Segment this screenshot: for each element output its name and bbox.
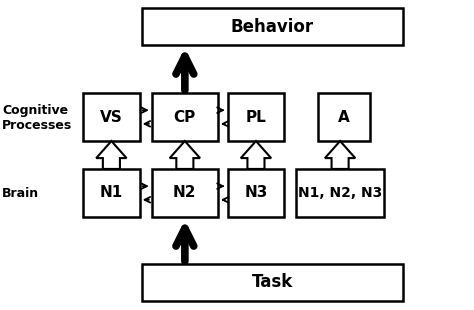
- Text: Brain: Brain: [2, 187, 39, 200]
- Bar: [318, 93, 370, 141]
- Bar: [142, 8, 403, 45]
- Bar: [142, 264, 403, 301]
- Bar: [228, 169, 284, 217]
- Text: N3: N3: [244, 185, 268, 201]
- Bar: [152, 93, 218, 141]
- Text: A: A: [338, 109, 349, 125]
- Bar: [152, 169, 218, 217]
- Bar: [228, 93, 284, 141]
- Bar: [83, 93, 140, 141]
- Polygon shape: [325, 141, 356, 169]
- Bar: [83, 169, 140, 217]
- Text: PL: PL: [246, 109, 266, 125]
- Text: N1, N2, N3: N1, N2, N3: [298, 186, 382, 200]
- Text: N2: N2: [173, 185, 197, 201]
- Polygon shape: [96, 141, 127, 169]
- Text: Task: Task: [252, 273, 293, 291]
- Text: Cognitive
Processes: Cognitive Processes: [2, 104, 73, 132]
- Polygon shape: [170, 141, 200, 169]
- Text: VS: VS: [100, 109, 123, 125]
- Text: CP: CP: [174, 109, 196, 125]
- Bar: [296, 169, 384, 217]
- Polygon shape: [241, 141, 271, 169]
- Text: N1: N1: [100, 185, 123, 201]
- Text: Behavior: Behavior: [231, 18, 314, 36]
